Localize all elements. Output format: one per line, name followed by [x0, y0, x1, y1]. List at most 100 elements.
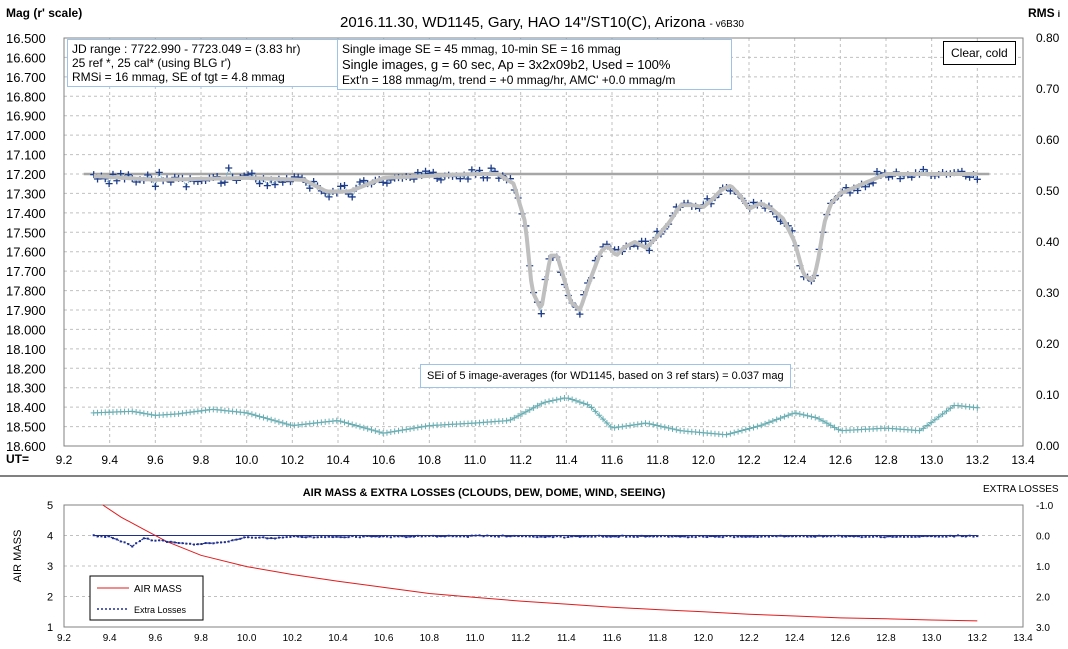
extra-losses-point	[154, 539, 157, 542]
extra-losses-series	[92, 534, 979, 548]
rms-point	[333, 417, 340, 424]
rms-point	[615, 424, 622, 431]
extra-losses-point	[362, 535, 365, 538]
rms-point	[519, 410, 526, 417]
extra-losses-point	[748, 535, 751, 538]
extra-losses-point	[169, 540, 172, 543]
extra-losses-point	[355, 535, 358, 538]
rms-point	[974, 404, 981, 411]
rms-point	[765, 419, 772, 426]
extra-losses-point	[328, 535, 331, 538]
bottom-x-tick-label: 9.4	[103, 633, 117, 644]
top-y2-tick-label: 0.30	[1036, 286, 1060, 300]
top-y-tick-label: 17.500	[6, 225, 46, 240]
bottom-plot-frame	[63, 504, 1024, 628]
extra-losses-point	[740, 535, 743, 538]
magnitude-point	[537, 310, 545, 318]
magnitude-point	[576, 310, 584, 318]
rms-point	[792, 410, 799, 417]
rms-point	[789, 410, 796, 417]
rms-point	[187, 409, 194, 416]
rms-point	[665, 425, 672, 432]
top-x-tick-label: 9.6	[147, 453, 164, 467]
top-x-tick-label: 12.2	[737, 453, 761, 467]
rms-point	[534, 402, 541, 409]
extra-losses-point	[713, 535, 716, 538]
rms-point	[731, 429, 738, 436]
extra-losses-point	[378, 535, 381, 538]
extra-losses-point	[856, 535, 859, 538]
extra-losses-point	[331, 536, 334, 539]
bottom-y2-tick-label: 2.0	[1036, 593, 1050, 604]
extra-losses-point	[401, 535, 404, 538]
rms-point	[576, 399, 583, 406]
extra-losses-point	[845, 535, 848, 538]
extra-losses-point	[675, 535, 678, 538]
rms-point	[279, 419, 286, 426]
extra-losses-point	[663, 535, 666, 538]
rms-point	[264, 415, 271, 422]
extra-losses-point	[906, 535, 909, 538]
top-y-axis-ticks: 16.500 16.600 16.700 16.800 16.900 17.000 17.1…	[6, 31, 46, 454]
extra-losses-point	[690, 535, 693, 538]
magnitude-point	[225, 164, 233, 172]
magnitude-point	[182, 183, 190, 191]
rms-point	[580, 400, 587, 407]
extra-losses-point	[243, 536, 246, 539]
extra-losses-point	[787, 535, 790, 538]
extra-losses-point	[656, 535, 659, 538]
top-y2-tick-label: 0.00	[1036, 439, 1060, 453]
rms-point	[638, 420, 645, 427]
rms-point	[546, 398, 553, 405]
extra-losses-point	[335, 535, 338, 538]
extra-losses-point	[231, 539, 234, 542]
top-y-tick-label: 16.700	[6, 70, 46, 85]
rms-point	[673, 426, 680, 433]
rms-point	[592, 408, 599, 415]
rms-point	[399, 427, 406, 434]
extra-losses-point	[852, 535, 855, 538]
magnitude-point	[437, 176, 445, 184]
rms-point	[515, 412, 522, 419]
extra-losses-point	[602, 535, 605, 538]
rms-point	[781, 413, 788, 420]
top-y-tick-label: 18.200	[6, 361, 46, 376]
top-x-tick-label: 10.8	[418, 453, 442, 467]
bottom-x-tick-label: 13.0	[922, 633, 942, 644]
extra-losses-point	[312, 536, 315, 539]
top-y-tick-label: 16.800	[6, 89, 46, 104]
rms-point	[360, 424, 367, 431]
rms-point	[835, 426, 842, 433]
bottom-y-tick-label: 3	[47, 561, 53, 573]
extra-losses-point	[235, 538, 238, 541]
rms-point	[634, 421, 641, 428]
bottom-y-axis-ticks: 5 4 3 2 1	[47, 500, 53, 634]
top-y-tick-label: 18.100	[6, 342, 46, 357]
top-x-tick-label: 11.4	[555, 453, 578, 467]
extra-losses-point	[613, 535, 616, 538]
rms-point	[245, 410, 252, 417]
extra-losses-point	[899, 535, 902, 538]
rms-point	[816, 415, 823, 422]
top-y-axis-label: Mag (r' scale)	[6, 6, 82, 20]
bottom-plot-grid	[64, 504, 1023, 628]
bottom-x-tick-label: 12.2	[739, 633, 759, 644]
extra-losses-point	[528, 535, 531, 538]
top-y-tick-label: 17.400	[6, 206, 46, 221]
rms-point	[387, 429, 394, 436]
extra-losses-point	[837, 534, 840, 537]
rms-point	[283, 421, 290, 428]
extra-losses-point	[964, 535, 967, 538]
bottom-y2-tick-label: 0.0	[1036, 532, 1050, 543]
extra-losses-point	[883, 536, 886, 539]
extra-losses-point	[262, 536, 265, 539]
extra-losses-point	[910, 535, 913, 538]
rms-point	[144, 411, 151, 418]
rms-point	[372, 427, 379, 434]
extra-losses-point	[196, 543, 199, 546]
extra-losses-point	[548, 535, 551, 538]
bottom-y-tick-label: 1	[47, 622, 53, 634]
rms-point	[773, 416, 780, 423]
top-y2-tick-label: 0.60	[1036, 133, 1060, 147]
magnitude-point	[155, 168, 163, 176]
